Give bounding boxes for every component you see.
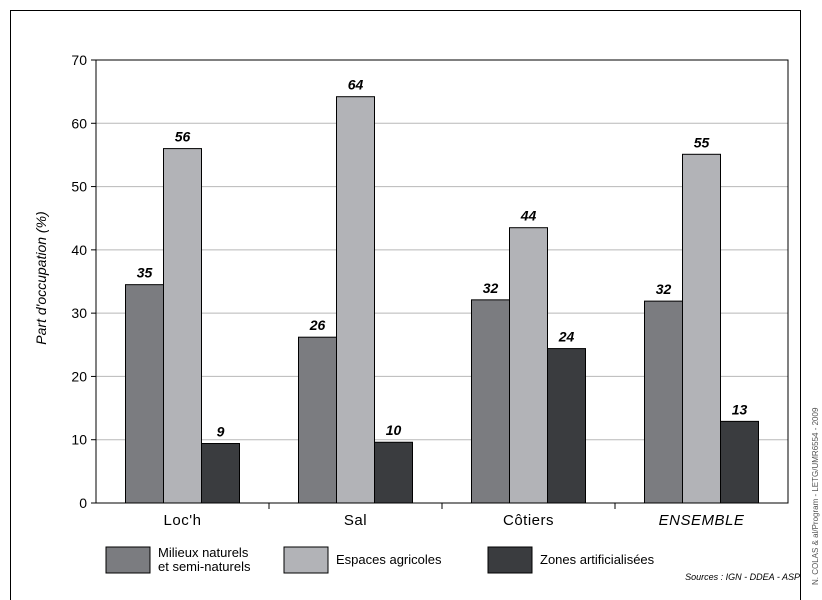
legend-swatch [283,546,329,574]
data-label: 64 [348,77,364,93]
side-credit: N. COLAS & al/Program - LETG/UMR6554 - 2… [811,407,820,585]
legend-label: Milieux naturels [158,545,249,560]
legend-label: Espaces agricoles [336,552,442,567]
y-axis-label: Part d'occupation (%) [33,211,49,344]
bar [509,227,548,504]
y-tick-label: 10 [71,432,87,448]
bar [163,148,202,504]
y-tick-label: 20 [71,368,87,384]
y-tick-label: 70 [71,52,87,68]
bar [471,299,510,504]
bars [125,96,759,504]
gridlines [96,122,788,441]
bar [547,348,586,504]
bar [682,153,721,504]
data-label: 32 [656,281,672,297]
chart-frame [10,10,801,600]
data-label: 26 [309,317,326,333]
data-label: 32 [483,280,499,296]
x-category-label: Sal [344,512,367,529]
y-tick-label: 0 [79,495,87,511]
data-label: 44 [520,208,537,224]
bar [298,336,337,504]
y-tick-label: 50 [71,179,87,195]
bar [720,420,759,504]
legend-swatch [487,546,533,574]
data-label: 10 [386,422,402,438]
bar [201,443,240,504]
bar [644,300,683,504]
bar [374,441,413,504]
data-labels: 35 56 9 26 64 10 32 44 24 32 55 13 [137,77,748,440]
data-label: 55 [694,134,710,150]
y-tick-labels: 0 10 20 30 40 50 60 70 [71,52,87,511]
y-tick-label: 40 [71,242,87,258]
x-category-label: Côtiers [503,512,554,529]
x-category-label: Loc'h [164,512,202,529]
data-label: 24 [558,329,575,345]
legend-label: Zones artificialisées [540,552,655,567]
data-label: 56 [175,129,191,145]
legend-label: et semi-naturels [158,559,251,574]
axes [91,59,789,509]
data-label: 9 [217,424,225,440]
legend-swatch [105,546,151,574]
x-category-label: ENSEMBLE [659,512,745,529]
bar [125,284,164,504]
x-category-labels: Loc'h Sal Côtiers ENSEMBLE [164,512,745,529]
data-label: 35 [137,265,153,281]
y-tick-label: 30 [71,305,87,321]
y-tick-label: 60 [71,115,87,131]
data-label: 13 [732,401,748,417]
source-note: Sources : IGN - DDEA - ASP [685,572,800,582]
bar [336,96,375,504]
